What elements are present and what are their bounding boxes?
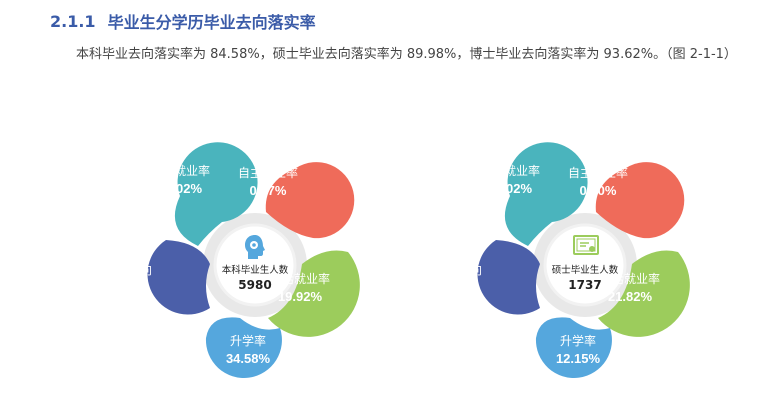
further-study-petal bbox=[535, 317, 612, 379]
master-flower-shapes bbox=[477, 142, 690, 379]
flexible-petal bbox=[598, 250, 690, 337]
section-title: 毕业生分学历毕业去向落实率 bbox=[107, 13, 316, 32]
employment-petal bbox=[174, 142, 258, 246]
section-heading: 2.1.1 毕业生分学历毕业去向落实率 bbox=[50, 8, 316, 34]
total-petal bbox=[477, 240, 540, 315]
intro-paragraph: 本科毕业去向落实率为 84.58%，硕士毕业去向落实率为 89.98%，博士毕业… bbox=[50, 42, 766, 67]
bachelor-center: 本科毕业生人数 5980 bbox=[220, 230, 290, 300]
flexible-petal bbox=[268, 250, 360, 337]
total-label: 毕业去向 落实率 89.98% bbox=[433, 263, 483, 313]
bachelor-flower-shapes bbox=[147, 142, 360, 379]
startup-petal bbox=[595, 162, 685, 239]
center-value: 1737 bbox=[568, 278, 602, 292]
flexible-label: 灵活就业率 21.82% bbox=[599, 272, 661, 304]
further-study-label: 升学率 34.58% bbox=[225, 334, 271, 366]
employment-label: 单位就业率 56.02% bbox=[479, 164, 541, 196]
bachelor-flower-diagram: 单位就业率 30.02% 自主创业率 0.07% 灵活就业率 19.92% 升学… bbox=[100, 138, 420, 408]
intro-text: 本科毕业去向落实率为 84.58%，硕士毕业去向落实率为 89.98%，博士毕业… bbox=[76, 47, 737, 62]
employment-petal bbox=[504, 142, 588, 246]
head-gear-icon bbox=[245, 235, 265, 259]
center-value: 5980 bbox=[238, 278, 272, 292]
master-center: 硕士毕业生人数 1737 bbox=[550, 230, 620, 300]
employment-label: 单位就业率 30.02% bbox=[149, 164, 211, 196]
flexible-label: 灵活就业率 19.92% bbox=[269, 272, 331, 304]
startup-petal bbox=[265, 162, 355, 239]
section-number: 2.1.1 bbox=[50, 11, 96, 31]
certificate-icon bbox=[573, 235, 599, 255]
master-flower-diagram: 单位就业率 56.02% 自主创业率 0.00% 灵活就业率 21.82% 升学… bbox=[430, 138, 750, 408]
further-study-label: 升学率 12.15% bbox=[555, 334, 601, 366]
startup-label: 自主创业率 0.07% bbox=[237, 166, 299, 198]
total-petal bbox=[147, 240, 210, 315]
further-study-petal bbox=[205, 317, 282, 379]
startup-label: 自主创业率 0.00% bbox=[567, 166, 629, 198]
center-title: 本科毕业生人数 bbox=[221, 265, 289, 276]
total-label: 毕业去向 落实率 84.58% bbox=[103, 263, 153, 313]
center-title: 硕士毕业生人数 bbox=[551, 265, 619, 276]
